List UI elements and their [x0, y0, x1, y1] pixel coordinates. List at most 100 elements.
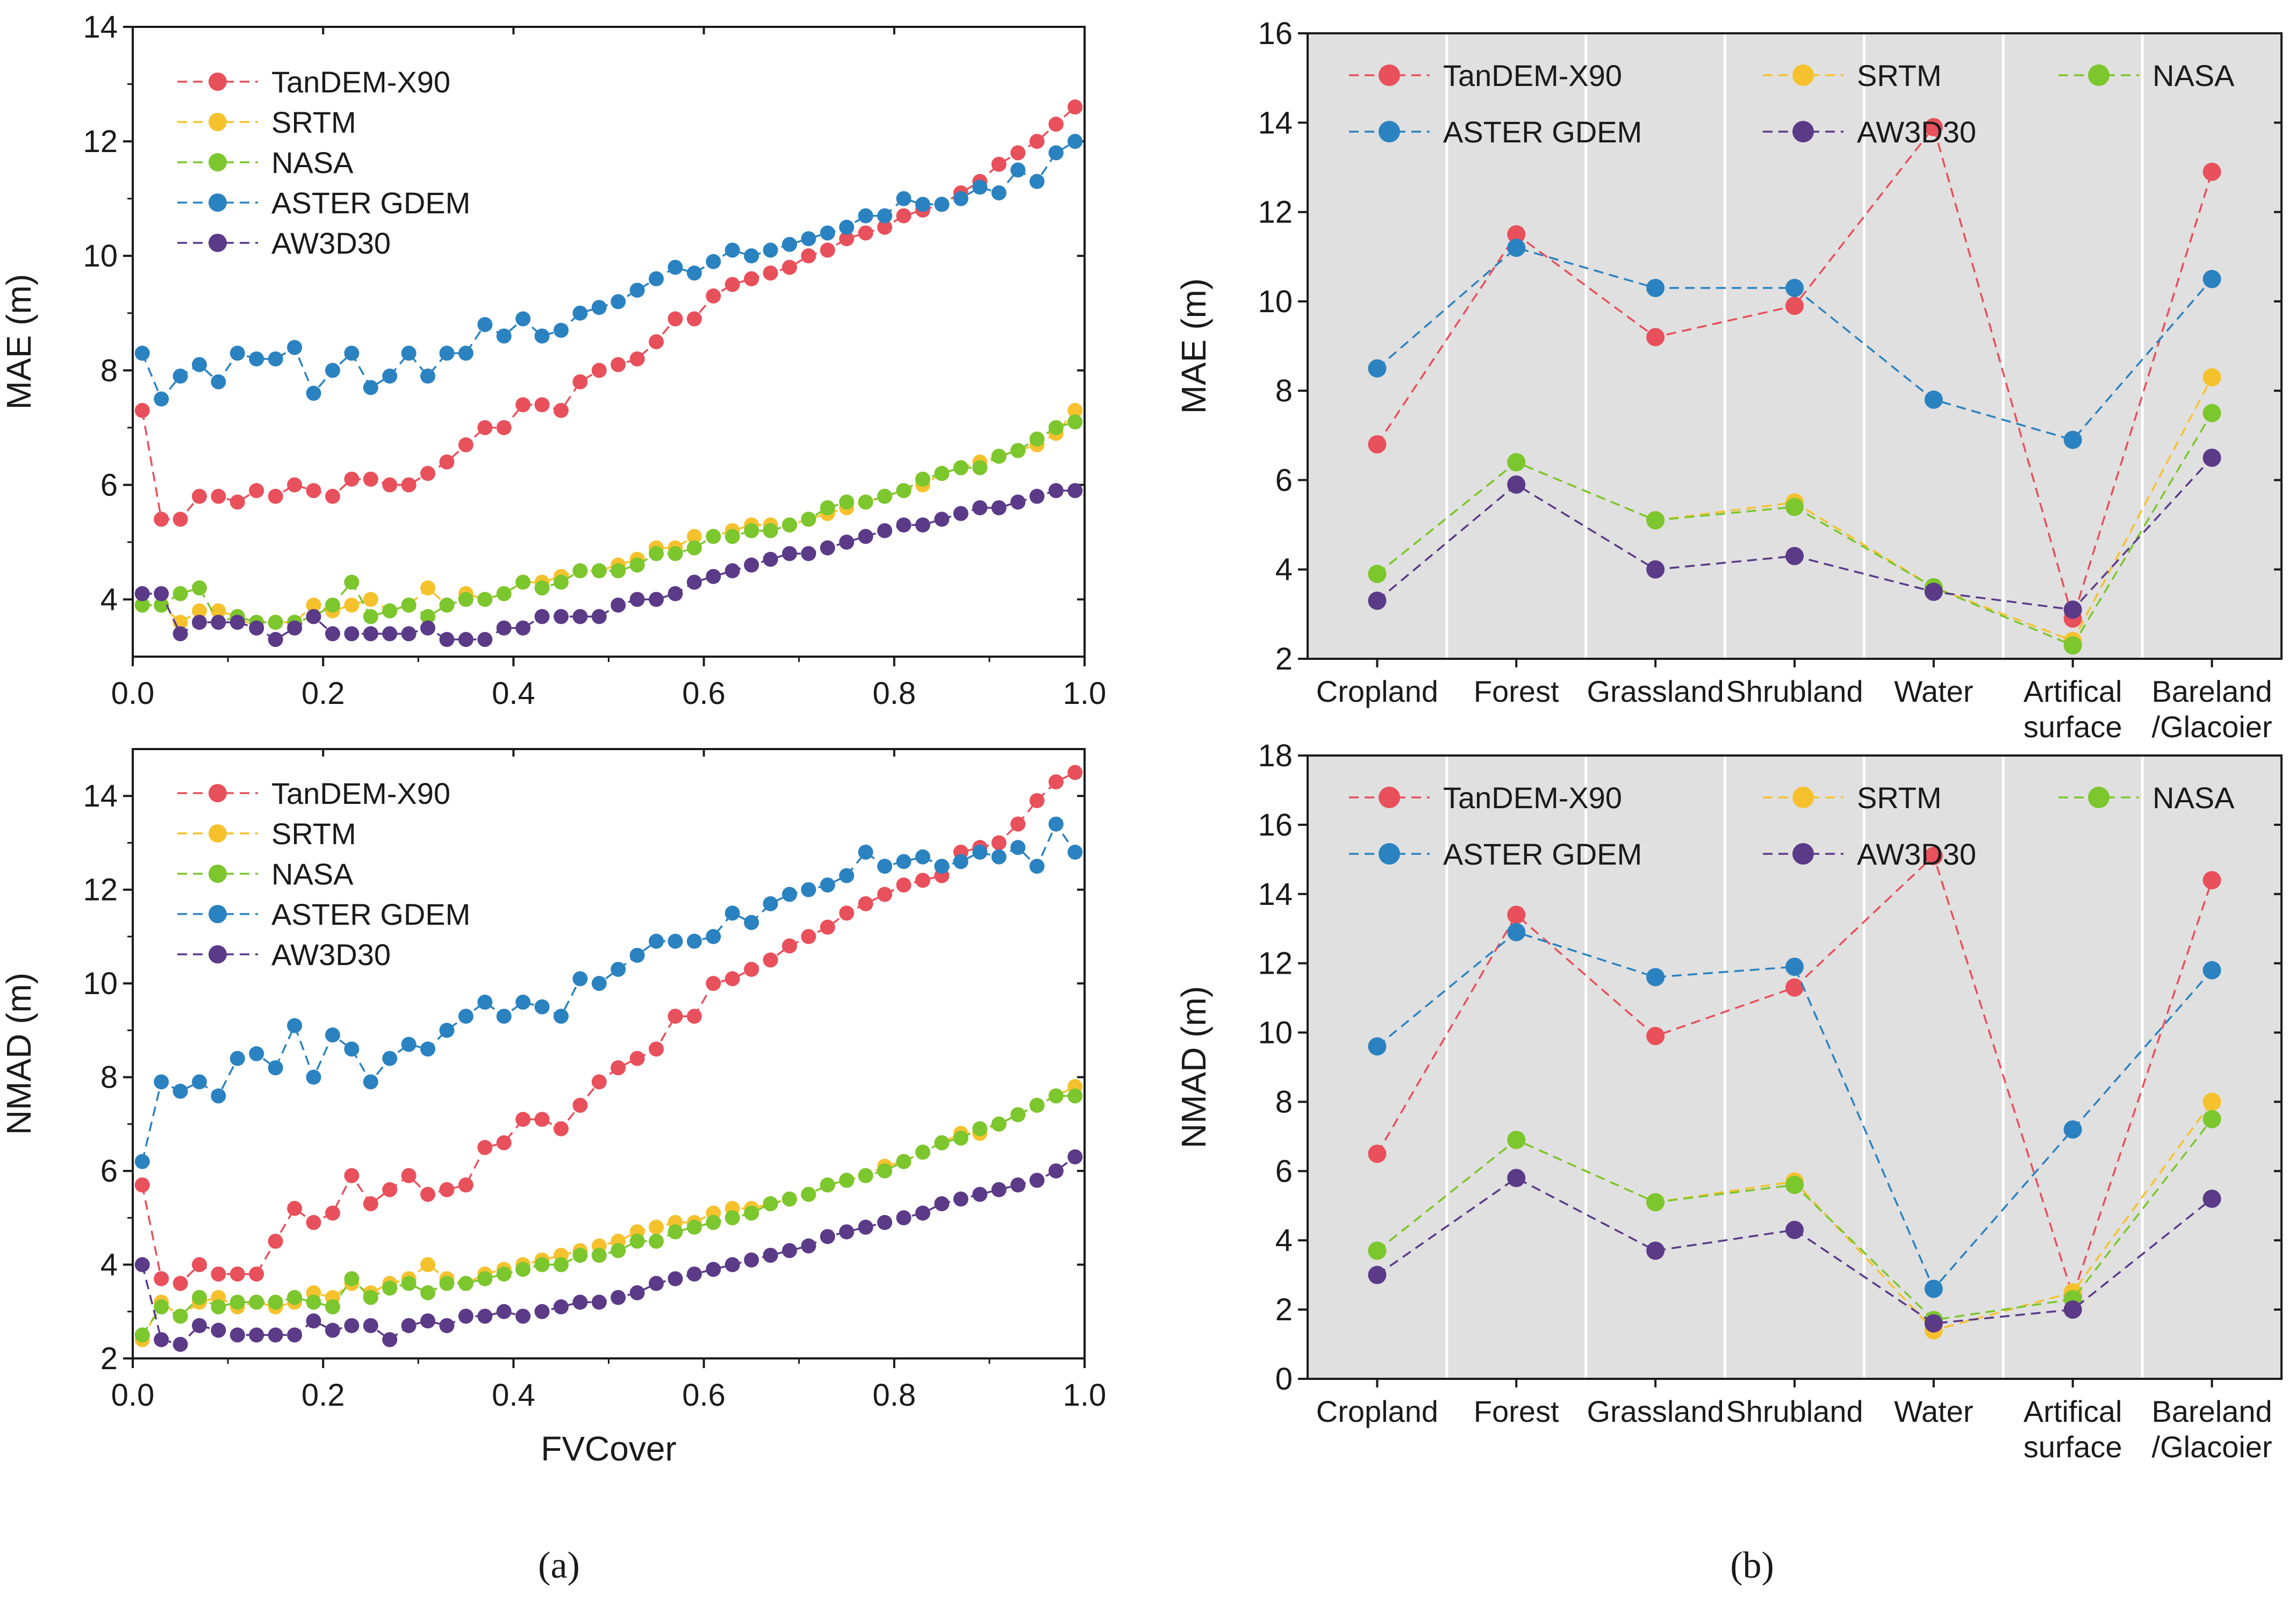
x-tick-label: 0.6	[682, 1378, 726, 1413]
data-point-nasa	[1646, 1193, 1665, 1212]
y-tick-label: 14	[83, 779, 118, 814]
data-point-nasa	[991, 1116, 1007, 1132]
data-point-aw3d30	[858, 1219, 873, 1235]
data-point-tandem-x90	[306, 483, 321, 499]
y-tick-label: 14	[83, 10, 118, 45]
data-point-aw3d30	[477, 632, 493, 648]
data-point-srtm	[2202, 368, 2221, 387]
data-point-aster-gdem	[839, 868, 855, 883]
data-point-tandem-x90	[611, 1060, 626, 1076]
data-point-aster-gdem	[706, 929, 721, 944]
data-point-aster-gdem	[781, 887, 797, 902]
data-point-aw3d30	[763, 1248, 778, 1263]
data-point-tandem-x90	[325, 1205, 340, 1221]
data-point-nasa	[953, 1131, 968, 1146]
data-point-aster-gdem	[2202, 270, 2221, 289]
data-point-tandem-x90	[229, 494, 245, 510]
data-point-aw3d30	[249, 1327, 264, 1343]
data-point-nasa	[1048, 1088, 1064, 1104]
data-point-aw3d30	[1029, 488, 1045, 504]
data-point-nasa	[1029, 431, 1045, 447]
data-point-tandem-x90	[820, 919, 835, 935]
data-point-tandem-x90	[458, 437, 473, 452]
data-point-aster-gdem	[801, 231, 816, 247]
data-point-tandem-x90	[572, 1097, 588, 1113]
data-point-aster-gdem	[896, 191, 912, 206]
data-point-tandem-x90	[439, 454, 455, 470]
data-point-aw3d30	[649, 592, 664, 607]
data-point-nasa	[877, 488, 893, 504]
legend-label-aster-gdem: ASTER GDEM	[271, 897, 470, 931]
data-point-nasa	[2202, 1110, 2221, 1128]
data-point-srtm	[1067, 402, 1083, 418]
data-point-nasa	[553, 574, 569, 590]
data-point-aster-gdem	[477, 317, 493, 333]
data-point-aw3d30	[534, 1304, 550, 1319]
x-tick-label: 0.2	[302, 1378, 345, 1413]
legend: TanDEM-X90 SRTM NASA ASTER GDEM AW3D30	[1349, 781, 2235, 871]
data-point-nasa	[686, 540, 702, 556]
data-point-nasa	[191, 580, 207, 596]
data-point-nasa	[420, 1285, 436, 1300]
data-point-tandem-x90	[1646, 328, 1665, 347]
data-point-aw3d30	[191, 615, 207, 630]
data-point-aster-gdem	[154, 1074, 169, 1090]
data-point-nasa	[801, 512, 816, 527]
data-point-aw3d30	[877, 1215, 893, 1231]
data-point-srtm	[686, 529, 702, 544]
data-point-tandem-x90	[724, 277, 740, 292]
data-point-tandem-x90	[134, 1177, 150, 1193]
data-point-aster-gdem	[249, 351, 264, 366]
data-point-aw3d30	[173, 626, 188, 642]
data-point-aster-gdem	[1010, 162, 1026, 178]
data-point-tandem-x90	[287, 477, 303, 493]
y-tick-label: 14	[1258, 105, 1293, 140]
data-point-tandem-x90	[820, 242, 835, 258]
data-point-tandem-x90	[858, 225, 873, 241]
data-point-nasa	[229, 1294, 245, 1310]
data-point-aw3d30	[401, 626, 417, 642]
data-point-aw3d30	[1048, 1163, 1064, 1179]
y-tick-label: 12	[1258, 195, 1293, 230]
y-tick-label: 4	[1275, 552, 1293, 587]
data-point-aster-gdem	[173, 1083, 188, 1099]
y-axis-label: NMAD (m)	[0, 973, 38, 1135]
data-point-tandem-x90	[877, 219, 893, 235]
y-tick-label: 4	[101, 1248, 118, 1283]
data-point-aw3d30	[706, 569, 721, 584]
data-point-aw3d30	[420, 1313, 436, 1329]
data-point-aw3d30	[668, 586, 683, 601]
data-point-nasa	[649, 546, 664, 562]
data-point-tandem-x90	[744, 961, 759, 977]
data-point-aster-gdem	[953, 191, 968, 206]
data-point-aster-gdem	[781, 236, 797, 252]
x-tick-label: 0.2	[302, 676, 345, 711]
y-tick-label: 2	[1275, 1292, 1293, 1327]
data-point-aster-gdem	[515, 995, 531, 1010]
y-tick-label: 6	[1275, 1154, 1293, 1189]
legend-label-nasa: NASA	[2152, 59, 2235, 92]
data-point-aster-gdem	[934, 197, 950, 212]
data-point-tandem-x90	[781, 938, 797, 954]
y-axis-label: MAE (m)	[0, 274, 38, 409]
data-point-aw3d30	[1507, 475, 1526, 494]
data-point-aster-gdem	[249, 1046, 264, 1061]
data-point-aw3d30	[991, 500, 1007, 515]
data-point-nasa	[515, 1262, 531, 1277]
data-point-aw3d30	[439, 632, 455, 648]
data-point-aw3d30	[572, 609, 588, 624]
data-point-nasa	[154, 1299, 169, 1315]
data-point-aster-gdem	[401, 346, 417, 361]
data-point-nasa	[763, 1196, 778, 1212]
data-point-nasa	[763, 523, 778, 538]
legend-label-nasa: NASA	[271, 146, 354, 179]
data-point-tandem-x90	[553, 402, 569, 418]
legend-marker-nasa	[209, 153, 227, 171]
data-point-tandem-x90	[649, 334, 664, 349]
x-tick-label: Bareland	[2151, 1394, 2272, 1428]
data-point-tandem-x90	[477, 1140, 493, 1155]
data-point-nasa	[1368, 565, 1387, 584]
x-tick-label: Bareland	[2151, 674, 2272, 708]
data-point-aw3d30	[724, 1257, 740, 1272]
data-point-aw3d30	[781, 1243, 797, 1258]
